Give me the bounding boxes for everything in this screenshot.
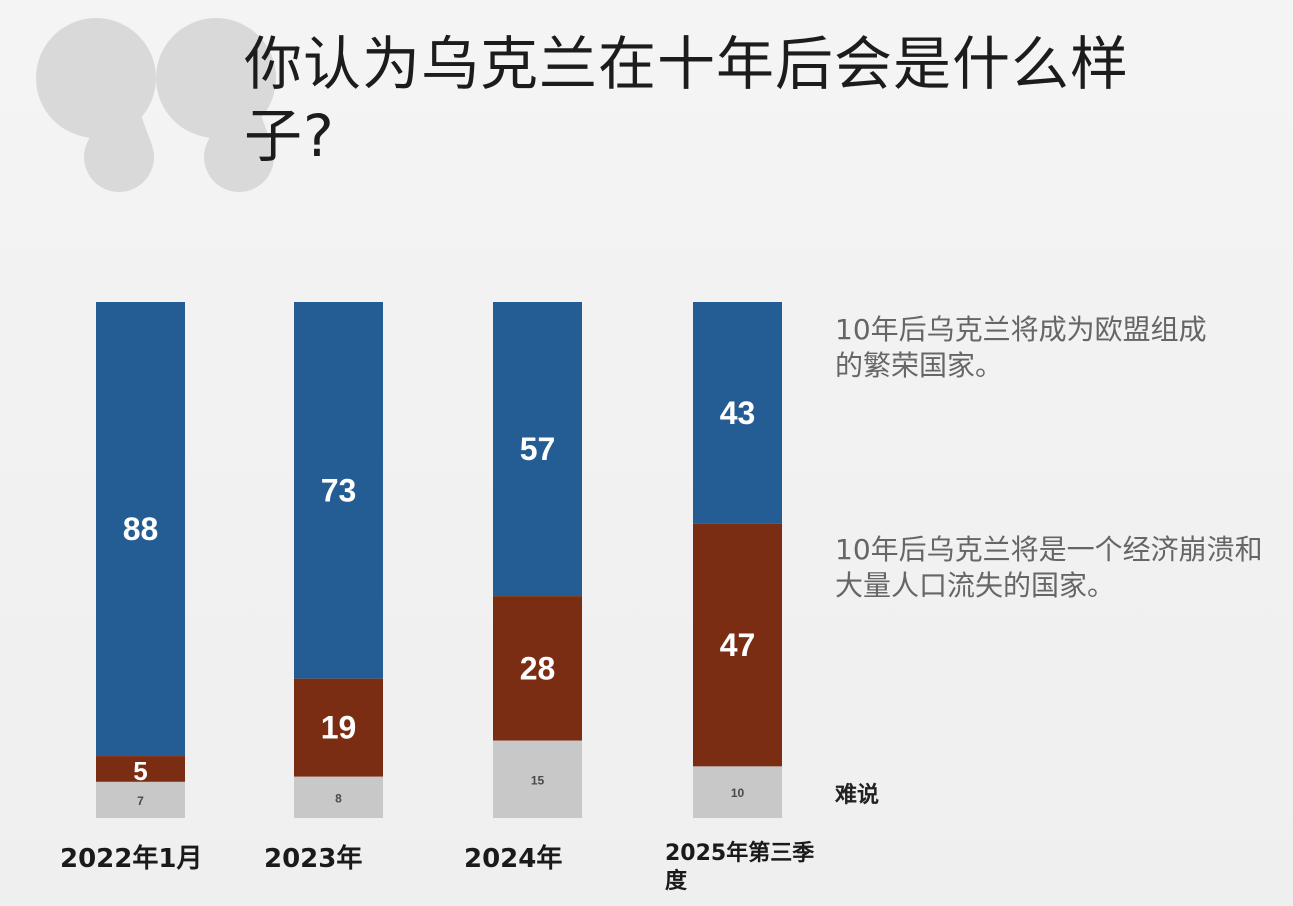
bar-segment-1-2 [294, 776, 383, 818]
legend-collapse: 10年后乌克兰将是一个经济崩溃和大量人口流失的国家。 [835, 533, 1263, 602]
data-label-0-1: 5 [133, 756, 147, 786]
legend-prosperous: 10年后乌克兰将成为欧盟组成的繁荣国家。 [835, 313, 1207, 382]
data-label-2-0: 57 [520, 431, 556, 467]
data-label-1-0: 73 [321, 472, 357, 508]
data-label-0-2: 7 [137, 794, 144, 808]
bar-segment-3-2 [693, 766, 782, 818]
data-label-0-0: 88 [123, 511, 159, 547]
bar-segment-1-1 [294, 678, 383, 777]
data-label-1-2: 8 [335, 791, 342, 805]
x-label-2024: 2024年 [464, 844, 563, 874]
x-label-2022: 2022年1月 [60, 844, 203, 874]
bar-segment-0-2 [96, 781, 185, 818]
bar-segment-2-2 [493, 740, 582, 818]
bar-segment-2-1 [493, 596, 582, 741]
x-label-2023: 2023年 [264, 844, 363, 874]
x-label-2025: 2025年第三季度 [665, 841, 815, 894]
bar-segment-2-0 [493, 302, 582, 597]
bar-segment-0-1 [96, 756, 185, 782]
data-label-2-1: 28 [520, 650, 556, 686]
chart-title: 你认为乌克兰在十年后会是什么样子? [244, 30, 1130, 170]
data-label-3-1: 47 [720, 627, 756, 663]
data-label-3-2: 10 [731, 786, 745, 800]
legend-hard-to-say: 难说 [835, 783, 880, 808]
bar-segment-1-0 [294, 302, 383, 679]
data-label-1-1: 19 [321, 710, 357, 746]
bar-segment-0-0 [96, 302, 185, 757]
bar-segment-3-0 [693, 302, 782, 524]
bar-segment-3-1 [693, 523, 782, 767]
data-label-2-2: 15 [531, 773, 545, 787]
data-label-3-0: 43 [720, 395, 756, 431]
